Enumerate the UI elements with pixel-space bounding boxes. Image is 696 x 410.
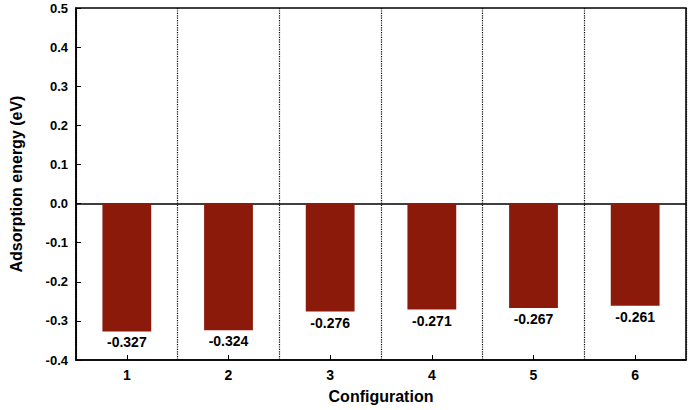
svg-text:5: 5	[530, 367, 538, 383]
svg-text:-0.271: -0.271	[412, 313, 452, 329]
svg-text:3: 3	[326, 367, 334, 383]
svg-text:0.2: 0.2	[50, 118, 68, 133]
svg-text:-0.1: -0.1	[46, 235, 68, 250]
svg-text:Adsorption energy (eV): Adsorption energy (eV)	[8, 96, 25, 273]
svg-text:-0.2: -0.2	[46, 274, 68, 289]
svg-text:-0.267: -0.267	[514, 311, 554, 327]
svg-text:-0.261: -0.261	[615, 309, 655, 325]
svg-text:4: 4	[428, 367, 436, 383]
svg-text:1: 1	[123, 367, 131, 383]
svg-text:-0.276: -0.276	[310, 315, 350, 331]
svg-text:-0.3: -0.3	[46, 313, 68, 328]
svg-text:-0.4: -0.4	[46, 353, 69, 368]
svg-text:2: 2	[225, 367, 233, 383]
svg-text:0.3: 0.3	[50, 79, 68, 94]
svg-text:0.1: 0.1	[50, 157, 68, 172]
svg-text:0.4: 0.4	[50, 40, 69, 55]
svg-text:6: 6	[631, 367, 639, 383]
svg-text:0.0: 0.0	[50, 196, 68, 211]
svg-text:Configuration: Configuration	[329, 388, 434, 405]
svg-text:0.5: 0.5	[50, 1, 68, 16]
svg-text:-0.324: -0.324	[209, 333, 249, 349]
svg-text:-0.327: -0.327	[107, 334, 147, 350]
